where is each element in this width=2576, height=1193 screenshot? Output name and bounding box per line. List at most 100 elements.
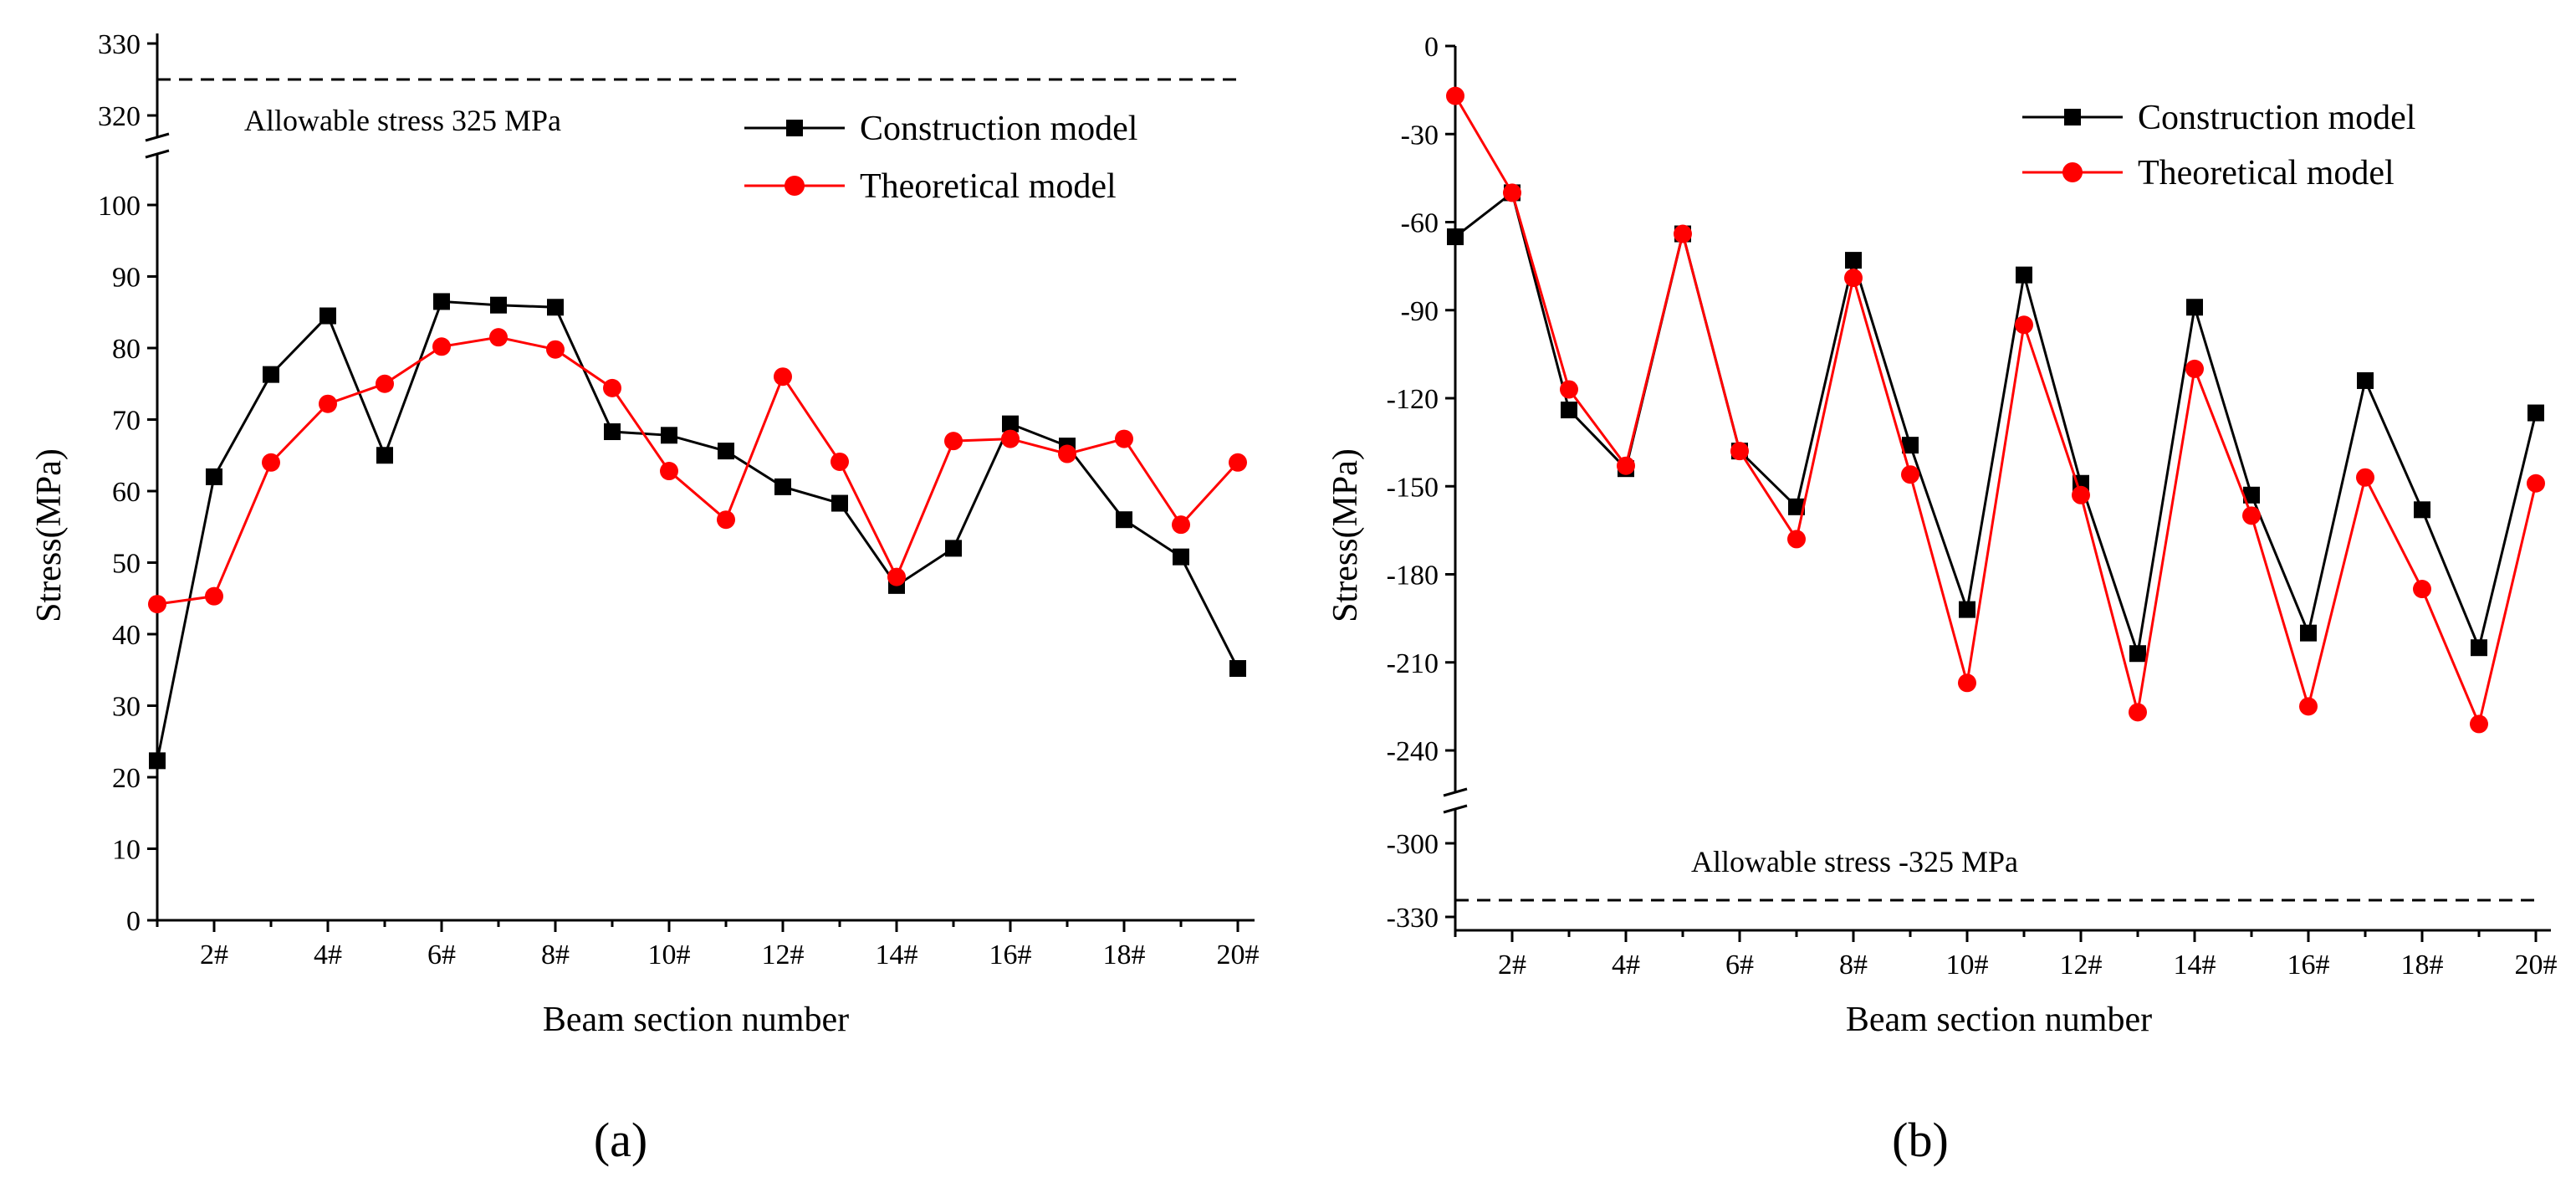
panel-a-y-axis-title: Stress(MPa) — [30, 448, 69, 622]
x-tick-label: 8# — [1839, 950, 1868, 981]
data-point-theoretical-model — [1958, 673, 1976, 693]
data-point-construction-model — [1788, 498, 1805, 515]
y-tick-label: -90 — [1401, 296, 1439, 327]
x-tick-label: 20# — [2515, 950, 2558, 981]
data-point-construction-model — [1959, 601, 1975, 618]
series-line-theoretical-model — [156, 335, 1239, 606]
data-point-theoretical-model — [944, 432, 963, 451]
data-point-theoretical-model — [887, 567, 906, 586]
data-point-construction-model — [433, 293, 450, 310]
data-point-theoretical-model — [1058, 444, 1076, 463]
data-point-theoretical-model — [1617, 456, 1635, 475]
y-tick-label: 70 — [112, 406, 141, 437]
data-point-theoretical-model — [2015, 315, 2033, 335]
data-point-construction-model — [149, 752, 166, 770]
y-tick-label: 10 — [112, 835, 141, 866]
data-point-construction-model — [1902, 437, 1919, 454]
x-tick-label: 2# — [1498, 950, 1526, 981]
panel-b-series — [1446, 86, 2545, 734]
y-tick-label: -210 — [1387, 648, 1439, 679]
panel-b: Allowable stress -325 MPa 0 -30 -60 -90 -120… — [1326, 32, 2558, 1167]
panel-b-axis-break-mark — [1443, 787, 1468, 797]
data-point-construction-model — [1002, 415, 1019, 433]
data-point-theoretical-model — [2299, 697, 2318, 716]
data-point-construction-model — [1845, 252, 1862, 269]
y-tick-label: -330 — [1387, 903, 1439, 934]
data-point-theoretical-model — [1001, 429, 1020, 448]
data-point-theoretical-model — [2129, 703, 2147, 722]
x-tick-label: 14# — [2174, 950, 2216, 981]
x-tick-label: 6# — [427, 940, 456, 970]
x-tick-label: 10# — [648, 940, 691, 970]
panel-a-y-ticks: 0 10 20 30 40 50 60 70 80 90 100 320 330 — [98, 29, 157, 937]
data-point-theoretical-model — [1844, 269, 1863, 288]
data-point-theoretical-model — [262, 453, 280, 472]
y-tick-label: 80 — [112, 334, 141, 365]
data-point-theoretical-model — [205, 586, 223, 606]
data-point-construction-model — [2129, 645, 2146, 663]
panel-a-legend: Construction model Theoretical model — [744, 110, 1137, 206]
data-point-construction-model — [718, 443, 734, 460]
data-point-construction-model — [490, 296, 507, 314]
data-point-theoretical-model — [1901, 465, 1919, 484]
data-point-construction-model — [1229, 660, 1246, 678]
data-point-construction-model — [2016, 266, 2032, 284]
panel-a-axis-break-mark — [145, 149, 170, 159]
x-tick-label: 6# — [1725, 950, 1754, 981]
data-point-theoretical-model — [376, 374, 394, 393]
y-tick-label: 100 — [98, 191, 141, 222]
y-tick-label: -180 — [1387, 561, 1439, 591]
series-line-theoretical-model — [1454, 95, 2538, 729]
legend-marker-square — [786, 120, 803, 136]
x-tick-label: 14# — [876, 940, 918, 970]
data-point-construction-model — [1116, 511, 1132, 529]
y-tick-label: -120 — [1387, 384, 1439, 415]
panel-b-y-ticks: 0 -30 -60 -90 -120 -150 -180 -210 -240 -300 -330 — [1387, 32, 1455, 934]
data-point-construction-model — [2471, 639, 2487, 657]
x-tick-label: 10# — [1946, 950, 1989, 981]
y-tick-label: -300 — [1387, 829, 1439, 860]
data-point-construction-model — [206, 468, 222, 485]
data-point-theoretical-model — [2185, 359, 2204, 378]
data-point-construction-model — [2186, 299, 2203, 316]
panel-a-reference-label: Allowable stress 325 MPa — [244, 104, 561, 137]
data-point-theoretical-model — [717, 510, 735, 530]
y-tick-label: 90 — [112, 263, 141, 294]
data-point-construction-model — [604, 423, 621, 441]
panel-b-y-axis-title: Stress(MPa) — [1326, 448, 1365, 622]
x-tick-label: 20# — [1217, 940, 1260, 970]
data-point-construction-model — [2357, 371, 2374, 389]
y-tick-label: 60 — [112, 477, 141, 508]
legend-label-theoretical: Theoretical model — [860, 167, 1117, 206]
panel-b-x-ticks: 2# 4# 6# 8# 10# 12# 14# 16# 18# 20# — [1454, 930, 2558, 981]
data-point-construction-model — [831, 494, 848, 512]
y-tick-label: 0 — [1424, 32, 1439, 63]
legend-marker-circle — [2062, 162, 2083, 182]
y-tick-label: -240 — [1387, 736, 1439, 767]
data-point-theoretical-model — [489, 328, 508, 347]
y-tick-label: 0 — [126, 906, 141, 937]
data-point-construction-model — [2527, 404, 2544, 422]
data-point-theoretical-model — [1115, 429, 1133, 448]
legend-label-theoretical: Theoretical model — [2138, 154, 2395, 192]
y-tick-label: 20 — [112, 763, 141, 794]
legend-marker-square — [2064, 109, 2081, 125]
data-point-construction-model — [1173, 548, 1189, 566]
data-point-theoretical-model — [1674, 224, 1692, 243]
data-point-construction-model — [774, 478, 791, 495]
data-point-theoretical-model — [774, 367, 792, 387]
data-point-construction-model — [2300, 624, 2317, 642]
legend-marker-circle — [785, 176, 805, 196]
data-point-construction-model — [2243, 486, 2260, 504]
data-point-construction-model — [661, 427, 677, 444]
x-tick-label: 16# — [989, 940, 1032, 970]
data-point-construction-model — [547, 299, 564, 316]
legend-label-construction: Construction model — [2138, 99, 2415, 137]
y-tick-label: 50 — [112, 549, 141, 580]
data-point-construction-model — [319, 307, 336, 325]
data-point-theoretical-model — [1503, 183, 1521, 202]
y-tick-label: -150 — [1387, 472, 1439, 503]
data-point-theoretical-model — [546, 340, 565, 359]
panel-a-label: (a) — [594, 1113, 647, 1167]
